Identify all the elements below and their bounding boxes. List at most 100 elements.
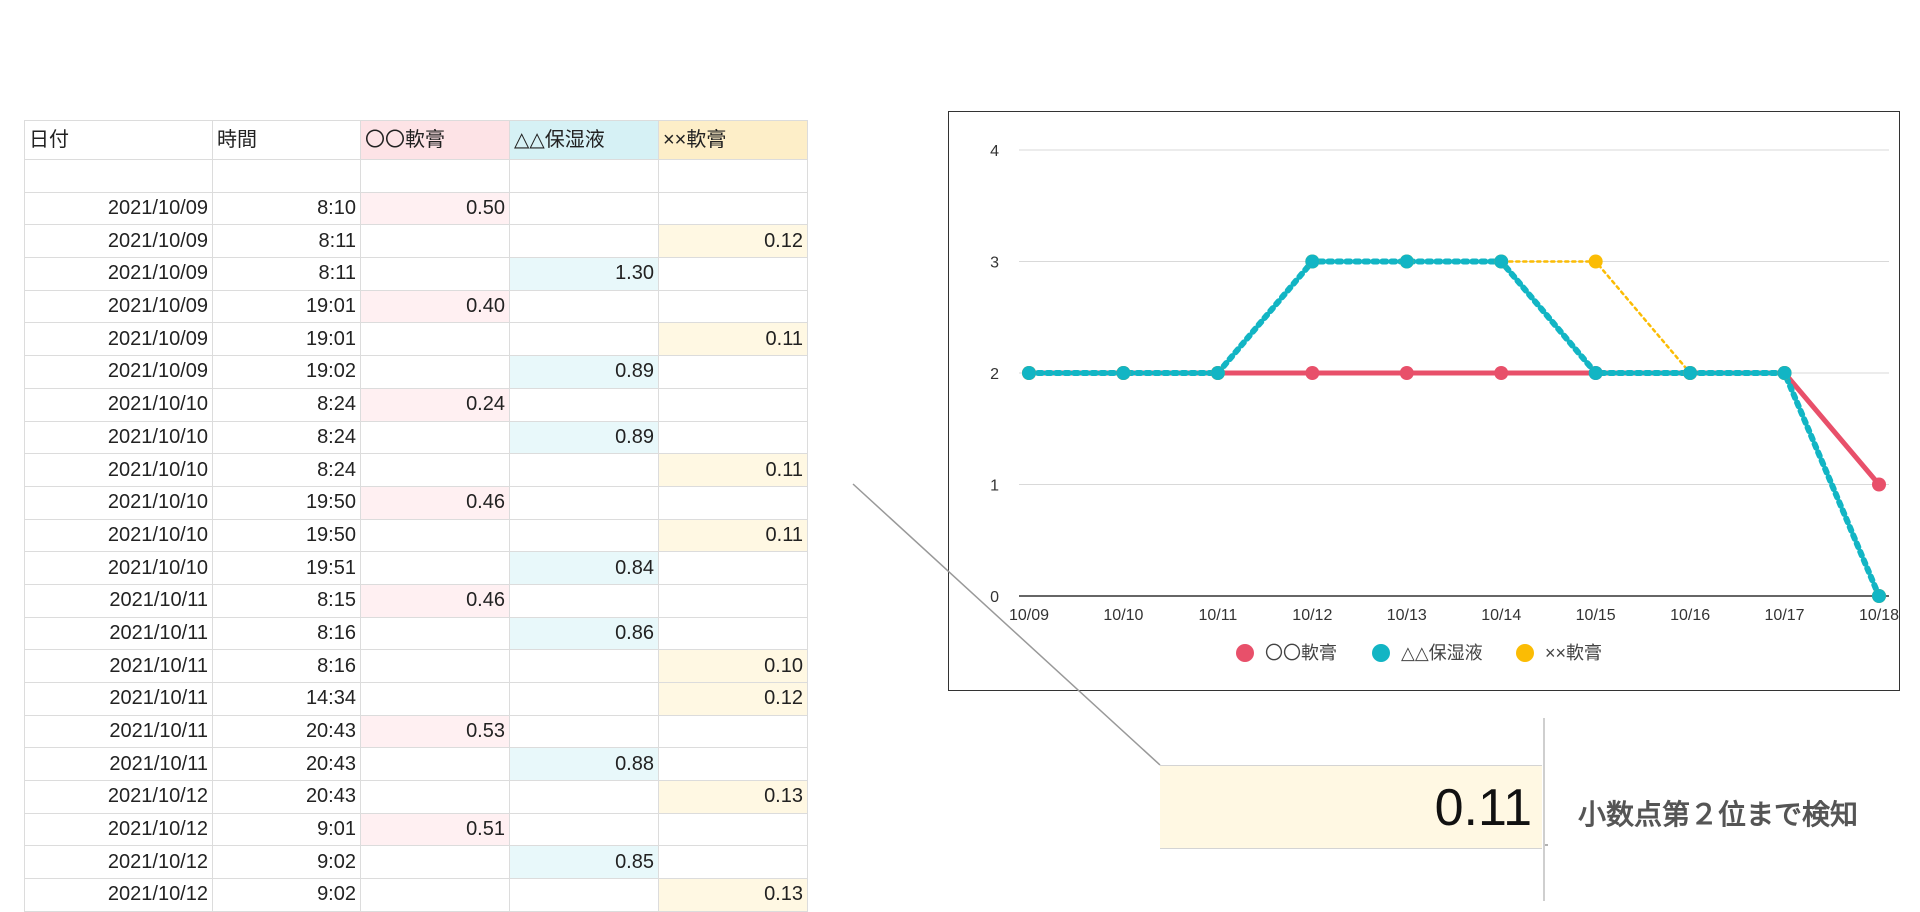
cell-ointment-a[interactable]: 0.24	[360, 387, 510, 422]
cell-moisturizer-b[interactable]	[509, 682, 659, 716]
header-moisturizer-b[interactable]: △△保湿液	[509, 120, 659, 160]
cell-date[interactable]: 2021/10/11	[24, 747, 213, 782]
cell-moisturizer-b[interactable]: 1.30	[509, 257, 659, 291]
cell-ointment-c[interactable]: 0.11	[658, 453, 808, 487]
cell-time[interactable]: 8:11	[212, 224, 361, 259]
cell-time[interactable]: 20:43	[212, 714, 361, 749]
cell-date[interactable]: 2021/10/09	[24, 289, 213, 324]
cell-time[interactable]: 9:02	[212, 878, 361, 912]
cell-moisturizer-b[interactable]: 0.89	[509, 355, 659, 389]
cell-ointment-a[interactable]	[360, 649, 510, 683]
cell-ointment-a[interactable]	[360, 224, 510, 259]
header-date[interactable]: 日付	[24, 120, 213, 160]
cell-ointment-c[interactable]: 0.11	[658, 322, 808, 357]
cell-time[interactable]: 19:51	[212, 551, 361, 585]
cell-moisturizer-b[interactable]	[509, 387, 659, 422]
cell-ointment-a[interactable]	[360, 878, 510, 912]
cell-moisturizer-b[interactable]: 0.88	[509, 747, 659, 782]
cell-date[interactable]: 2021/10/11	[24, 682, 213, 716]
cell-date[interactable]: 2021/10/10	[24, 387, 213, 422]
cell-ointment-a[interactable]	[360, 616, 510, 651]
cell-moisturizer-b[interactable]	[509, 780, 659, 814]
cell-ointment-c[interactable]	[658, 551, 808, 585]
cell-date[interactable]: 2021/10/12	[24, 845, 213, 880]
cell-ointment-c[interactable]: 0.13	[658, 878, 808, 912]
cell-moisturizer-b[interactable]	[509, 812, 659, 847]
cell-ointment-a[interactable]	[360, 453, 510, 487]
cell-ointment-a[interactable]	[360, 780, 510, 814]
cell-date[interactable]: 2021/10/09	[24, 257, 213, 291]
cell-ointment-a[interactable]	[360, 682, 510, 716]
cell-ointment-c[interactable]	[658, 583, 808, 618]
cell-moisturizer-b[interactable]	[509, 649, 659, 683]
cell-ointment-c[interactable]	[658, 355, 808, 389]
cell-moisturizer-b[interactable]	[509, 453, 659, 487]
cell-date[interactable]: 2021/10/10	[24, 551, 213, 585]
cell-moisturizer-b[interactable]	[509, 322, 659, 357]
cell-moisturizer-b[interactable]	[509, 518, 659, 553]
cell-moisturizer-b[interactable]	[509, 714, 659, 749]
cell-ointment-c[interactable]: 0.12	[658, 224, 808, 259]
cell-moisturizer-b[interactable]	[509, 485, 659, 520]
cell-time[interactable]: 19:50	[212, 518, 361, 553]
cell-ointment-c[interactable]	[658, 159, 808, 193]
cell-ointment-a[interactable]: 0.51	[360, 812, 510, 847]
cell-ointment-a[interactable]	[360, 159, 510, 193]
cell-ointment-a[interactable]	[360, 747, 510, 782]
cell-time[interactable]: 8:11	[212, 257, 361, 291]
cell-time[interactable]: 8:15	[212, 583, 361, 618]
cell-ointment-c[interactable]: 0.11	[658, 518, 808, 553]
cell-date[interactable]: 2021/10/09	[24, 355, 213, 389]
cell-ointment-c[interactable]	[658, 845, 808, 880]
cell-ointment-c[interactable]	[658, 420, 808, 455]
cell-time[interactable]: 8:10	[212, 191, 361, 226]
cell-ointment-a[interactable]	[360, 355, 510, 389]
cell-ointment-a[interactable]: 0.53	[360, 714, 510, 749]
cell-ointment-a[interactable]	[360, 322, 510, 357]
cell-moisturizer-b[interactable]	[509, 583, 659, 618]
cell-time[interactable]: 19:01	[212, 289, 361, 324]
cell-date[interactable]: 2021/10/12	[24, 878, 213, 912]
cell-time[interactable]: 8:16	[212, 649, 361, 683]
cell-time[interactable]: 19:02	[212, 355, 361, 389]
cell-ointment-a[interactable]: 0.46	[360, 583, 510, 618]
cell-ointment-c[interactable]: 0.10	[658, 649, 808, 683]
cell-moisturizer-b[interactable]	[509, 191, 659, 226]
cell-time[interactable]: 8:16	[212, 616, 361, 651]
cell-time[interactable]	[212, 159, 361, 193]
cell-date[interactable]: 2021/10/09	[24, 224, 213, 259]
header-time[interactable]: 時間	[212, 120, 361, 160]
cell-date[interactable]: 2021/10/10	[24, 453, 213, 487]
cell-ointment-c[interactable]	[658, 714, 808, 749]
cell-moisturizer-b[interactable]	[509, 878, 659, 912]
cell-ointment-c[interactable]: 0.13	[658, 780, 808, 814]
cell-ointment-a[interactable]: 0.40	[360, 289, 510, 324]
cell-ointment-c[interactable]	[658, 191, 808, 226]
cell-ointment-c[interactable]	[658, 387, 808, 422]
cell-time[interactable]: 14:34	[212, 682, 361, 716]
cell-time[interactable]: 9:01	[212, 812, 361, 847]
cell-date[interactable]: 2021/10/11	[24, 714, 213, 749]
cell-ointment-a[interactable]	[360, 420, 510, 455]
cell-date[interactable]: 2021/10/12	[24, 780, 213, 814]
cell-ointment-c[interactable]	[658, 257, 808, 291]
cell-moisturizer-b[interactable]	[509, 159, 659, 193]
cell-moisturizer-b[interactable]: 0.85	[509, 845, 659, 880]
cell-ointment-a[interactable]	[360, 518, 510, 553]
cell-moisturizer-b[interactable]	[509, 224, 659, 259]
cell-ointment-c[interactable]	[658, 616, 808, 651]
cell-ointment-a[interactable]	[360, 257, 510, 291]
cell-date[interactable]: 2021/10/09	[24, 322, 213, 357]
cell-date[interactable]	[24, 159, 213, 193]
cell-date[interactable]: 2021/10/12	[24, 812, 213, 847]
cell-date[interactable]: 2021/10/10	[24, 485, 213, 520]
cell-ointment-a[interactable]: 0.46	[360, 485, 510, 520]
cell-ointment-c[interactable]	[658, 485, 808, 520]
cell-ointment-c[interactable]	[658, 812, 808, 847]
cell-time[interactable]: 9:02	[212, 845, 361, 880]
cell-moisturizer-b[interactable]: 0.84	[509, 551, 659, 585]
cell-date[interactable]: 2021/10/11	[24, 616, 213, 651]
header-ointment-a[interactable]: 〇〇軟膏	[360, 120, 510, 160]
cell-time[interactable]: 8:24	[212, 387, 361, 422]
cell-date[interactable]: 2021/10/11	[24, 583, 213, 618]
